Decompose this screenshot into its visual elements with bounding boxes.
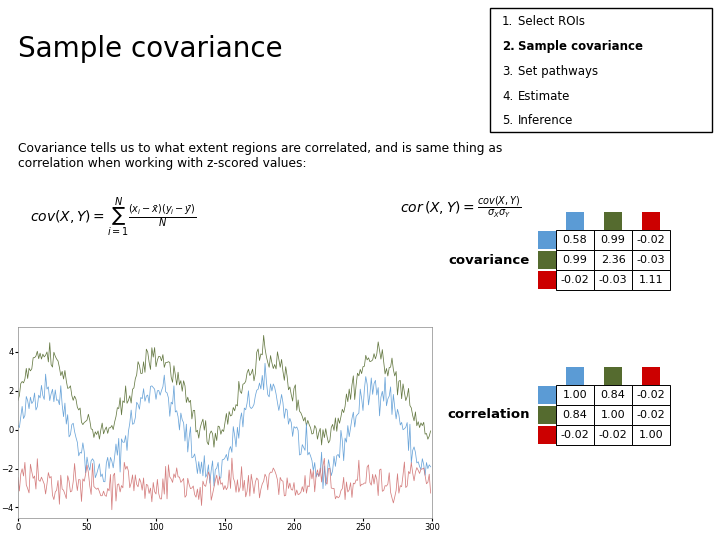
Text: Sample covariance: Sample covariance	[518, 40, 643, 53]
Text: 1.11: 1.11	[639, 275, 663, 285]
Text: -0.03: -0.03	[636, 255, 665, 265]
Text: 1.00: 1.00	[563, 390, 588, 400]
Text: covariance: covariance	[449, 253, 530, 267]
Text: 5.: 5.	[502, 114, 513, 127]
Text: -0.02: -0.02	[598, 430, 627, 440]
Text: 0.99: 0.99	[562, 255, 588, 265]
Bar	[632, 270, 670, 290]
Text: Select ROIs: Select ROIs	[518, 15, 585, 28]
Text: 2.36: 2.36	[600, 255, 626, 265]
Bar	[594, 250, 632, 270]
Bar	[538, 406, 556, 424]
Text: 1.: 1.	[502, 15, 513, 28]
Bar	[604, 212, 622, 230]
Text: Inference: Inference	[518, 114, 573, 127]
Bar	[538, 426, 556, 444]
Bar	[556, 230, 594, 250]
Text: -0.02: -0.02	[636, 235, 665, 245]
Bar	[538, 386, 556, 404]
Text: 3.: 3.	[502, 65, 513, 78]
Text: -0.02: -0.02	[636, 390, 665, 400]
Bar	[566, 367, 584, 385]
Bar	[594, 230, 632, 250]
Bar	[632, 405, 670, 425]
Text: $cor\,(X,Y) = \frac{cov(X,Y)}{\sigma_X \sigma_Y}$: $cor\,(X,Y) = \frac{cov(X,Y)}{\sigma_X \…	[400, 195, 521, 220]
Text: Sample covariance: Sample covariance	[18, 35, 283, 63]
Text: -0.02: -0.02	[561, 275, 590, 285]
Bar	[556, 425, 594, 445]
Text: Set pathways: Set pathways	[518, 65, 598, 78]
Text: 1.00: 1.00	[639, 430, 663, 440]
Text: 0.84: 0.84	[562, 410, 588, 420]
Text: 0.84: 0.84	[600, 390, 626, 400]
Bar	[642, 367, 660, 385]
Bar	[538, 271, 556, 289]
Text: -0.03: -0.03	[599, 275, 627, 285]
Bar	[594, 425, 632, 445]
Bar	[594, 385, 632, 405]
Text: correlation: correlation	[448, 408, 530, 422]
Bar	[556, 385, 594, 405]
Bar	[556, 250, 594, 270]
Text: 2.: 2.	[502, 40, 515, 53]
Bar	[632, 385, 670, 405]
Text: Estimate: Estimate	[518, 90, 570, 103]
Text: 0.58: 0.58	[562, 235, 588, 245]
Bar	[538, 231, 556, 249]
Bar	[632, 250, 670, 270]
Text: $cov(X,Y) = \sum_{i=1}^{N} \frac{(x_i - \bar{x})(y_i - \bar{y})}{N}$: $cov(X,Y) = \sum_{i=1}^{N} \frac{(x_i - …	[30, 195, 197, 239]
Bar	[632, 230, 670, 250]
Text: 4.: 4.	[502, 90, 513, 103]
Bar	[642, 212, 660, 230]
Bar	[556, 270, 594, 290]
Text: -0.02: -0.02	[636, 410, 665, 420]
Text: 1.00: 1.00	[600, 410, 625, 420]
Bar	[490, 8, 712, 132]
Text: 0.99: 0.99	[600, 235, 626, 245]
Bar	[594, 270, 632, 290]
Bar	[594, 405, 632, 425]
Text: Covariance tells us to what extent regions are correlated, and is same thing as
: Covariance tells us to what extent regio…	[18, 142, 503, 170]
Bar	[632, 425, 670, 445]
Bar	[538, 251, 556, 269]
Bar	[556, 405, 594, 425]
Text: -0.02: -0.02	[561, 430, 590, 440]
Bar	[566, 212, 584, 230]
Bar	[604, 367, 622, 385]
